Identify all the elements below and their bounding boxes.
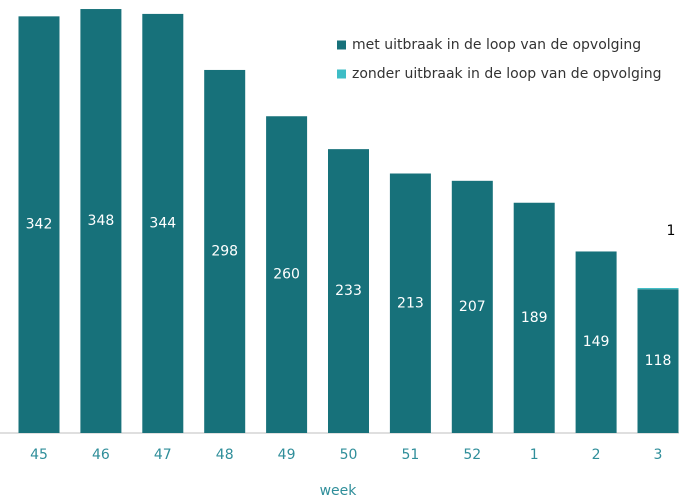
data-label: 348 xyxy=(88,213,115,229)
data-label: 344 xyxy=(149,215,176,231)
x-axis-label: week xyxy=(320,483,358,499)
legend-swatch xyxy=(337,69,346,79)
x-tick-label: 1 xyxy=(530,447,539,463)
bar-segment xyxy=(80,9,122,434)
bar-segment xyxy=(637,288,679,290)
x-tick-label: 47 xyxy=(154,447,172,463)
data-label: 149 xyxy=(583,334,610,350)
x-tick-label: 51 xyxy=(401,447,419,463)
data-label: 118 xyxy=(645,353,672,369)
data-label: 207 xyxy=(459,299,486,315)
data-label: 213 xyxy=(397,295,424,311)
legend-swatch xyxy=(337,40,346,50)
x-tick-label: 49 xyxy=(278,447,296,463)
bar-segment xyxy=(204,69,246,433)
bar-segment xyxy=(266,116,308,433)
x-tick-label: 52 xyxy=(463,447,481,463)
data-label: 233 xyxy=(335,283,362,299)
data-label: 298 xyxy=(211,243,238,259)
bar-segment xyxy=(637,289,679,433)
data-label: 1 xyxy=(667,223,676,239)
bar-segment xyxy=(451,180,493,433)
bar-segment xyxy=(18,16,60,434)
bar-segment xyxy=(328,149,369,433)
bar-segment xyxy=(513,202,555,433)
x-tick-label: 48 xyxy=(216,447,234,463)
bar-segment xyxy=(389,173,431,434)
x-tick-label: 45 xyxy=(30,447,48,463)
data-label: 260 xyxy=(273,267,300,283)
bar-segment xyxy=(142,13,184,433)
legend-label: zonder uitbraak in de loop van de opvolg… xyxy=(352,66,662,82)
data-label: 342 xyxy=(26,217,53,233)
bar-segment xyxy=(575,251,617,433)
legend-label: met uitbraak in de loop van de opvolging xyxy=(352,37,641,53)
x-tick-label: 2 xyxy=(592,447,601,463)
data-label: 189 xyxy=(521,310,548,326)
x-tick-label: 46 xyxy=(92,447,110,463)
x-tick-label: 50 xyxy=(340,447,358,463)
x-tick-label: 3 xyxy=(654,447,663,463)
